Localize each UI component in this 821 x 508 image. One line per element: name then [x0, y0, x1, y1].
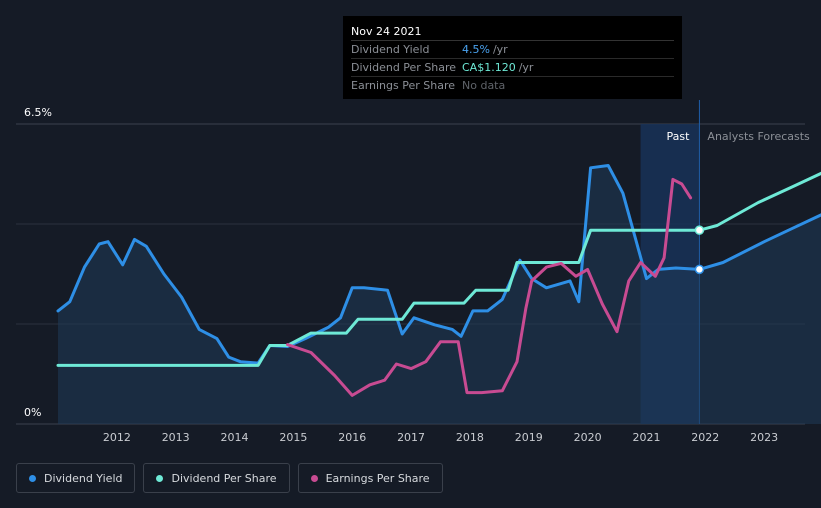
- tooltip-unit: /yr: [492, 43, 508, 56]
- dividend-per-share-line: [56, 171, 821, 367]
- dividend-yield-area: [58, 165, 821, 424]
- tooltip-value: CA$1.120: [462, 61, 516, 74]
- earnings-per-share-line: [286, 177, 693, 397]
- tooltip-unit: /yr: [518, 61, 534, 74]
- x-tick-label: 2021: [632, 431, 660, 444]
- tooltip-row-dividend-per-share: Dividend Per Share CA$1.120 /yr: [351, 59, 674, 77]
- x-tick-label: 2023: [750, 431, 778, 444]
- x-tick-label: 2018: [456, 431, 484, 444]
- tooltip-row-dividend-yield: Dividend Yield 4.5% /yr: [351, 41, 674, 59]
- x-tick-label: 2019: [515, 431, 543, 444]
- tooltip-label: Dividend Yield: [351, 43, 430, 56]
- tooltip-value: 4.5%: [462, 43, 490, 56]
- tooltip-value: No data: [462, 79, 506, 92]
- x-tick-label: 2013: [162, 431, 190, 444]
- legend-item-dividend-yield[interactable]: Dividend Yield: [16, 463, 136, 493]
- x-tick-label: 2012: [103, 431, 131, 444]
- dividend-yield-line: [56, 164, 821, 365]
- x-tick-label: 2020: [574, 431, 602, 444]
- x-tick-label: 2022: [691, 431, 719, 444]
- legend-dot-icon: [29, 474, 36, 482]
- legend-dot-icon: [156, 474, 164, 482]
- legend-item-earnings-per-share[interactable]: Earnings Per Share: [297, 463, 443, 493]
- x-tick-label: 2016: [338, 431, 366, 444]
- y-axis-max-label: 6.5%: [24, 106, 52, 119]
- tooltip-label: Earnings Per Share: [351, 79, 456, 92]
- forecast-label: Analysts Forecasts: [707, 130, 810, 143]
- y-axis-min-label: 0%: [24, 406, 41, 419]
- hover-marker: [694, 264, 705, 275]
- legend-item-dividend-per-share[interactable]: Dividend Per Share: [143, 463, 290, 493]
- x-tick-label: 2015: [279, 431, 307, 444]
- hover-tooltip: Nov 24 2021 Dividend Yield 4.5% /yr Divi…: [343, 16, 682, 99]
- tooltip-row-earnings-per-share: Earnings Per Share No data: [351, 77, 674, 94]
- x-tick-label: 2014: [221, 431, 249, 444]
- legend-label: Earnings Per Share: [325, 471, 430, 485]
- tooltip-date: Nov 24 2021: [351, 23, 674, 41]
- hover-marker: [694, 225, 705, 235]
- legend-label: Dividend Per Share: [171, 471, 277, 485]
- past-label: Past: [666, 130, 690, 143]
- x-tick-label: 2017: [397, 431, 425, 444]
- legend: Dividend Yield Dividend Per Share Earnin…: [16, 463, 443, 493]
- legend-dot-icon: [310, 474, 318, 482]
- legend-label: Dividend Yield: [44, 471, 123, 485]
- tooltip-label: Dividend Per Share: [351, 61, 457, 74]
